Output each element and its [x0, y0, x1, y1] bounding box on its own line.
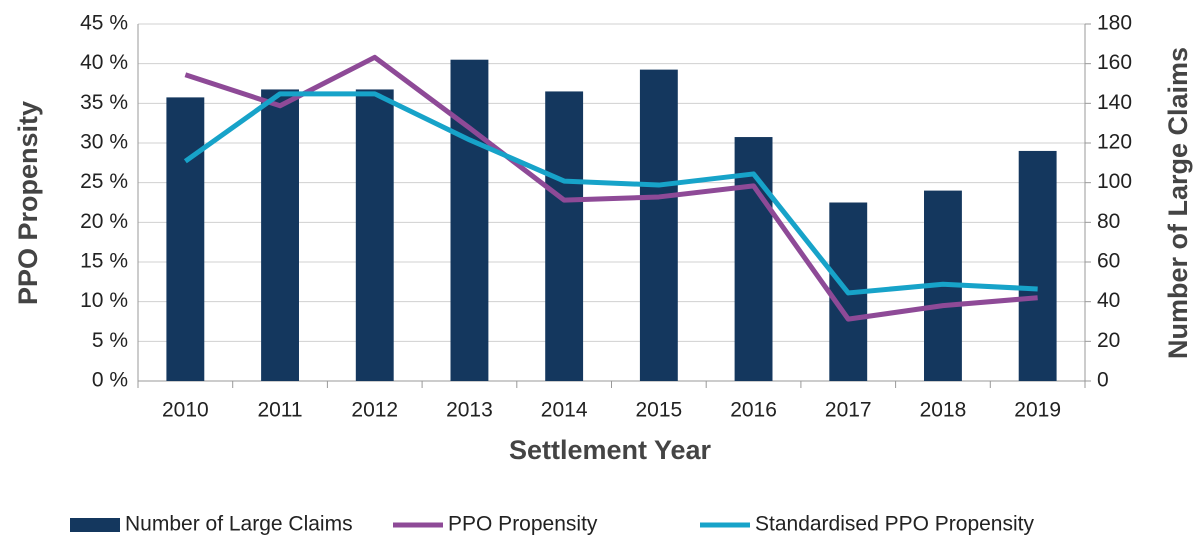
y2-tick-label: 40 [1097, 289, 1120, 312]
legend-label: Number of Large Claims [125, 513, 353, 536]
bar [261, 89, 299, 381]
y-tick-label: 25 % [80, 170, 128, 193]
y2-tick-label: 60 [1097, 250, 1120, 273]
legend-label: Standardised PPO Propensity [755, 513, 1034, 536]
line [183, 91, 1038, 296]
x-tick-label: 2018 [920, 399, 967, 422]
y2-tick-label: 120 [1097, 131, 1132, 154]
x-tick-label: 2014 [541, 399, 588, 422]
y-tick-label: 35 % [80, 91, 128, 114]
y2-tick-label: 180 [1097, 12, 1132, 35]
y2-tick-label: 140 [1097, 91, 1132, 114]
bar [450, 59, 489, 381]
y-axis-title: PPO Propensity [13, 101, 43, 305]
y-tick-label: 20 % [80, 210, 128, 233]
y-tick-label: 30 % [80, 131, 128, 154]
y-tick-label: 45 % [80, 12, 128, 35]
x-tick-label: 2017 [825, 399, 872, 422]
y2-tick-label: 100 [1097, 170, 1132, 193]
line [184, 54, 1038, 322]
y-tick-label: 15 % [80, 250, 128, 273]
legend-label: PPO Propensity [448, 513, 598, 536]
y-tick-label: 0 % [92, 369, 128, 392]
y-tick-label: 10 % [80, 289, 128, 312]
bar [639, 69, 678, 381]
y-tick-label: 40 % [80, 51, 128, 74]
y2-axis-title: Number of Large Claims [1163, 47, 1193, 359]
x-tick-label: 2016 [730, 399, 777, 422]
bar [355, 89, 394, 381]
x-tick-label: 2015 [635, 399, 682, 422]
legend-swatch [70, 518, 120, 532]
x-tick-label: 2019 [1014, 399, 1061, 422]
bar [1018, 150, 1057, 381]
y2-tick-label: 0 [1097, 369, 1109, 392]
x-axis-title: Settlement Year [509, 435, 712, 465]
y2-tick-label: 80 [1097, 210, 1120, 233]
y2-tick-label: 20 [1097, 329, 1120, 352]
x-tick-label: 2013 [446, 399, 493, 422]
bar [166, 97, 205, 381]
y2-tick-label: 160 [1097, 51, 1132, 74]
bar [545, 91, 584, 381]
x-tick-label: 2012 [351, 399, 398, 422]
x-tick-label: 2010 [162, 399, 209, 422]
x-tick-label: 2011 [257, 399, 302, 422]
y-tick-label: 5 % [92, 329, 128, 352]
